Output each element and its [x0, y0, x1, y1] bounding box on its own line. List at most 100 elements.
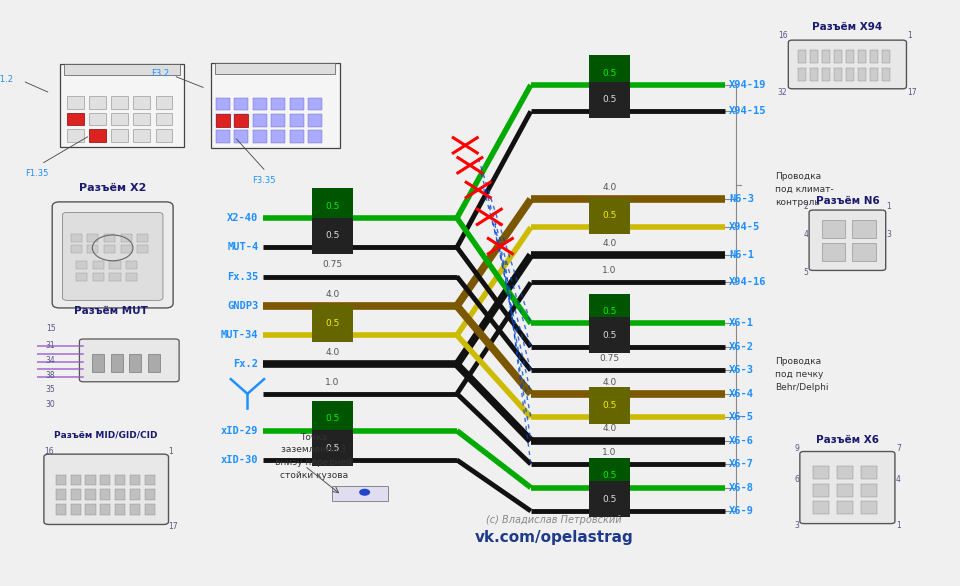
Bar: [809, 67, 818, 80]
Text: 1: 1: [887, 203, 892, 212]
Text: X6-2: X6-2: [730, 342, 755, 352]
Text: под печку: под печку: [776, 370, 824, 379]
Bar: [861, 466, 877, 479]
Text: 1.0: 1.0: [602, 448, 616, 457]
Bar: [115, 475, 125, 485]
Text: 0.5: 0.5: [602, 401, 616, 410]
Bar: [857, 50, 866, 63]
Bar: [100, 489, 110, 500]
Bar: [272, 114, 285, 127]
Text: Fx.2: Fx.2: [233, 359, 258, 370]
Bar: [813, 466, 829, 479]
Text: 4.0: 4.0: [325, 289, 340, 299]
Bar: [216, 97, 229, 110]
Bar: [92, 353, 105, 373]
Bar: [89, 129, 106, 142]
Text: 1.0: 1.0: [602, 266, 616, 275]
Bar: [111, 113, 128, 125]
Bar: [798, 67, 805, 80]
Bar: [308, 97, 323, 110]
Text: xID-30: xID-30: [221, 455, 258, 465]
FancyBboxPatch shape: [62, 213, 163, 301]
Text: Разъём MID/GID/CID: Разъём MID/GID/CID: [55, 431, 158, 440]
Bar: [272, 97, 285, 110]
Bar: [156, 96, 172, 109]
Text: 17: 17: [907, 88, 917, 97]
Bar: [89, 129, 106, 142]
Text: 32: 32: [778, 88, 787, 97]
Bar: [210, 63, 340, 148]
Bar: [881, 50, 890, 63]
Text: Проводка: Проводка: [776, 357, 822, 366]
Bar: [145, 504, 155, 515]
Text: xID-29: xID-29: [221, 425, 258, 436]
Text: 0.5: 0.5: [602, 211, 616, 220]
Text: 0.5: 0.5: [602, 307, 616, 316]
Text: 4.0: 4.0: [602, 183, 616, 192]
Bar: [156, 113, 172, 125]
Text: 16: 16: [44, 447, 54, 456]
Text: 0.75: 0.75: [323, 260, 343, 270]
Bar: [822, 243, 845, 261]
Bar: [87, 234, 98, 242]
Bar: [822, 67, 829, 80]
Bar: [56, 489, 66, 500]
Text: (c) Владислав Петровский: (c) Владислав Петровский: [486, 515, 622, 524]
Bar: [216, 114, 229, 127]
Bar: [56, 504, 66, 515]
Text: Проводка: Проводка: [776, 172, 822, 180]
Bar: [85, 504, 96, 515]
Bar: [308, 131, 323, 144]
Bar: [813, 501, 829, 515]
Text: X94-16: X94-16: [730, 277, 767, 288]
Text: Разъём X6: Разъём X6: [816, 435, 879, 445]
Bar: [133, 113, 150, 125]
Text: MUT-34: MUT-34: [221, 330, 258, 340]
Text: 1.0: 1.0: [325, 377, 340, 387]
Text: vk.com/opelastrag: vk.com/opelastrag: [474, 530, 634, 545]
Bar: [133, 129, 150, 142]
Text: Разъём MUT: Разъём MUT: [74, 306, 148, 316]
Text: 4: 4: [804, 230, 808, 239]
Text: Точка: Точка: [300, 432, 327, 441]
Text: F1.35: F1.35: [25, 169, 48, 178]
FancyBboxPatch shape: [809, 210, 886, 271]
Text: 0.5: 0.5: [325, 414, 340, 424]
Text: Behr/Delphi: Behr/Delphi: [776, 383, 828, 392]
Bar: [89, 96, 106, 109]
Bar: [93, 261, 104, 270]
Bar: [809, 50, 818, 63]
Bar: [861, 484, 877, 496]
Bar: [64, 64, 180, 75]
Bar: [253, 97, 267, 110]
Text: 16: 16: [778, 31, 787, 40]
Bar: [71, 504, 81, 515]
Text: X6-6: X6-6: [730, 435, 755, 446]
Text: 15: 15: [46, 323, 56, 333]
Text: 5: 5: [804, 268, 808, 277]
Bar: [126, 273, 137, 281]
Text: X6-7: X6-7: [730, 459, 755, 469]
Bar: [100, 504, 110, 515]
Text: X94-5: X94-5: [730, 222, 760, 233]
Text: X6-1: X6-1: [730, 318, 755, 329]
Text: 1: 1: [896, 522, 900, 530]
Bar: [130, 489, 140, 500]
Bar: [145, 475, 155, 485]
Text: 0.5: 0.5: [602, 331, 616, 340]
Bar: [71, 475, 81, 485]
Text: 34: 34: [46, 356, 56, 365]
Text: X6-3: X6-3: [730, 365, 755, 376]
Bar: [215, 63, 335, 74]
FancyBboxPatch shape: [52, 202, 173, 308]
Bar: [290, 97, 303, 110]
Bar: [822, 220, 845, 238]
Bar: [332, 486, 388, 501]
Text: 38: 38: [46, 370, 56, 380]
Bar: [67, 96, 84, 109]
Bar: [130, 504, 140, 515]
Bar: [111, 96, 128, 109]
Text: 3: 3: [794, 522, 799, 530]
Bar: [115, 489, 125, 500]
Text: X2-40: X2-40: [228, 213, 258, 223]
